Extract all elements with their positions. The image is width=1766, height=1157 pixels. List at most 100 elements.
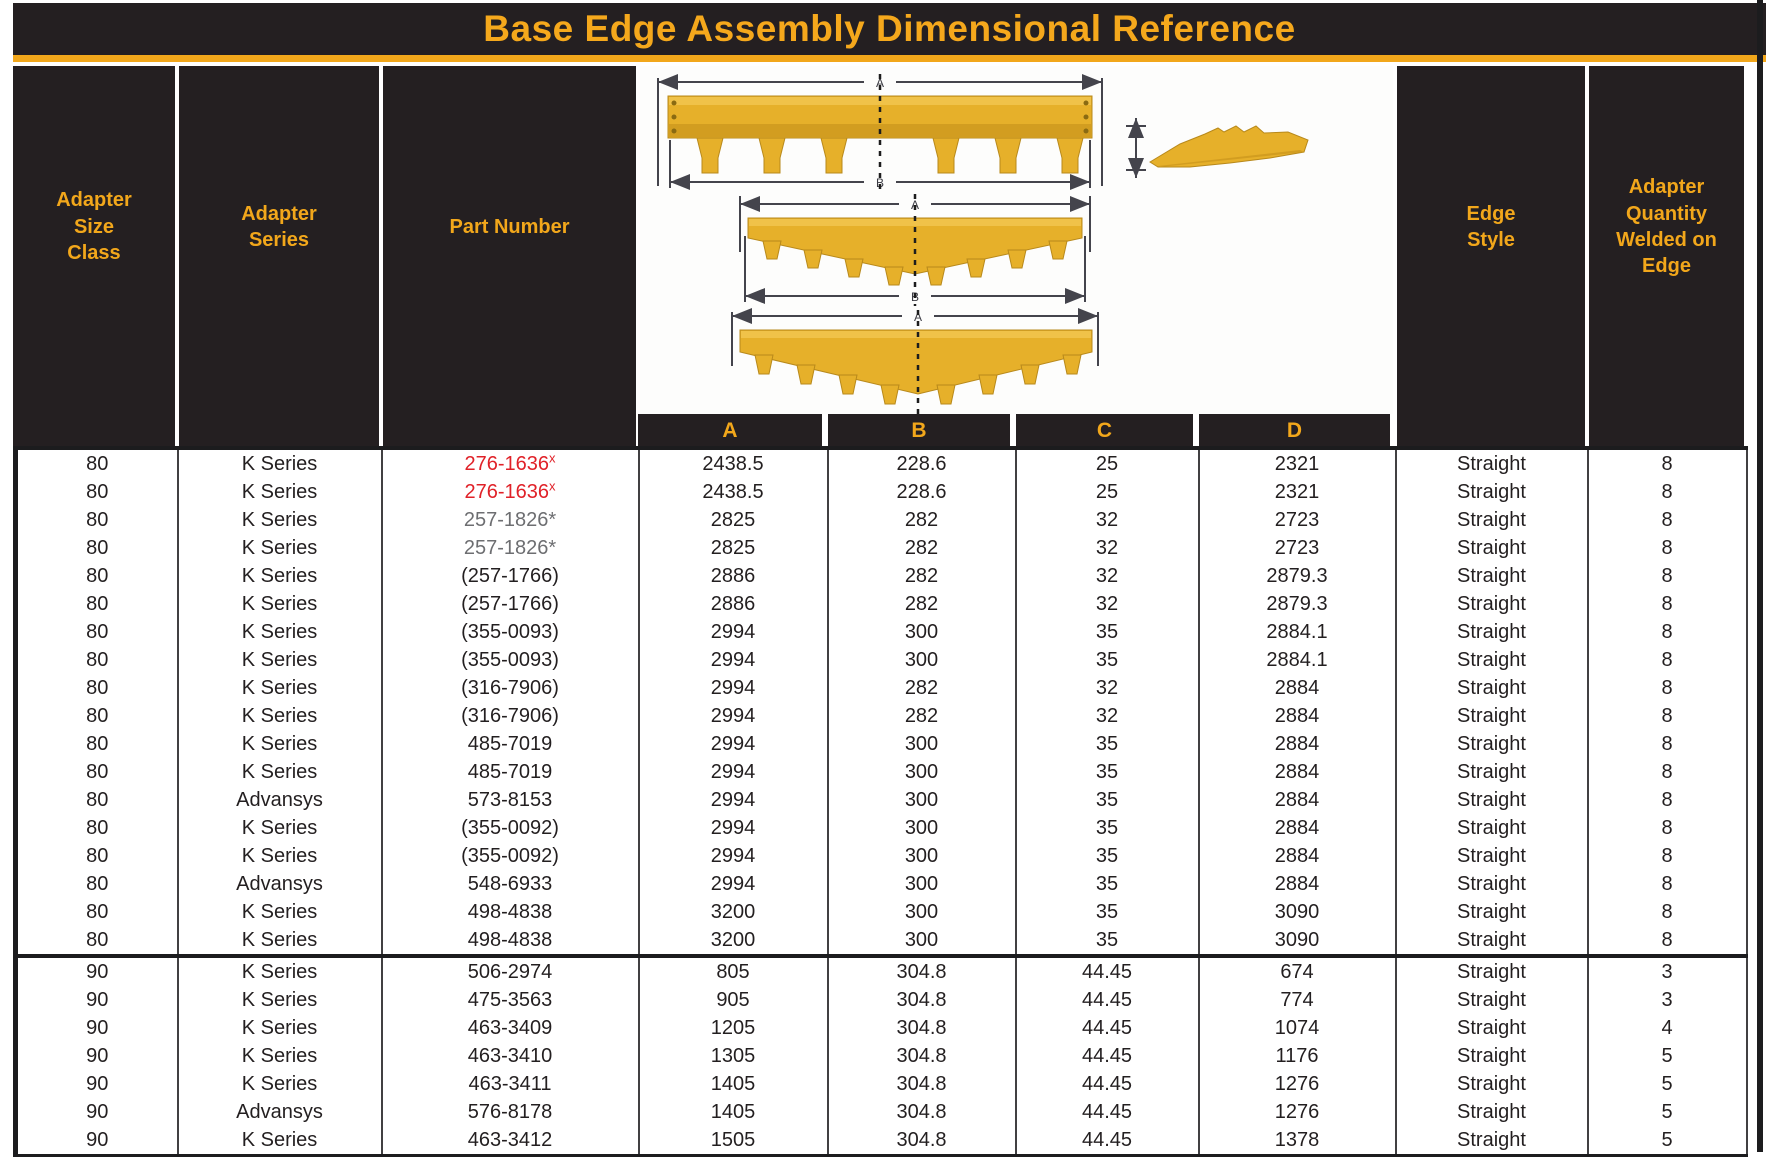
- cell-dim-b: 282: [826, 702, 1016, 730]
- cell-dim-a: 2994: [637, 646, 828, 674]
- table-row: 80 K Series (257-1766) 2886 282 32 2879.…: [13, 590, 1747, 618]
- cell-edge-style: Straight: [1394, 646, 1588, 674]
- cell-size-class: 80: [13, 618, 178, 646]
- cell-size-class: 90: [13, 954, 178, 986]
- cell-series: K Series: [176, 814, 382, 842]
- cell-edge-style: Straight: [1394, 814, 1588, 842]
- cell-dim-b: 300: [826, 646, 1016, 674]
- cell-series: K Series: [176, 702, 382, 730]
- column-header-size-class: Adapter Size Class: [13, 66, 175, 448]
- dim-label-d1-top: A: [876, 76, 884, 90]
- cell-qty: 4: [1586, 1014, 1747, 1042]
- table-row: 80 K Series (316-7906) 2994 282 32 2884 …: [13, 674, 1747, 702]
- cell-part-number: 475-3563: [380, 986, 639, 1014]
- cell-dim-b: 304.8: [826, 986, 1016, 1014]
- cell-dim-b: 300: [826, 786, 1016, 814]
- cell-series: K Series: [176, 1042, 382, 1070]
- cell-dim-d: 774: [1197, 986, 1396, 1014]
- cell-dim-a: 3200: [637, 898, 828, 926]
- cell-dim-a: 905: [637, 986, 828, 1014]
- cell-edge-style: Straight: [1394, 534, 1588, 562]
- cell-edge-style: Straight: [1394, 702, 1588, 730]
- cell-size-class: 80: [13, 758, 178, 786]
- table-row: 80 Advansys 548-6933 2994 300 35 2884 St…: [13, 870, 1747, 898]
- cell-part-number: 276-1636x: [380, 478, 639, 506]
- edge-assembly-diagram-panel: A B A: [640, 66, 1393, 414]
- cell-size-class: 90: [13, 1070, 178, 1098]
- table-row: 90 K Series 506-2974 805 304.8 44.45 674…: [13, 954, 1747, 986]
- cell-size-class: 80: [13, 562, 178, 590]
- cell-dim-a: 1505: [637, 1126, 828, 1156]
- cell-dim-b: 304.8: [826, 1042, 1016, 1070]
- cell-part-number: 463-3411: [380, 1070, 639, 1098]
- cell-series: K Series: [176, 448, 382, 478]
- cell-dim-c: 44.45: [1014, 1042, 1199, 1070]
- cell-series: K Series: [176, 562, 382, 590]
- cell-dim-b: 304.8: [826, 1014, 1016, 1042]
- cell-series: K Series: [176, 1014, 382, 1042]
- table-row: 90 K Series 463-3410 1305 304.8 44.45 11…: [13, 1042, 1747, 1070]
- cell-series: K Series: [176, 898, 382, 926]
- cell-series: Advansys: [176, 786, 382, 814]
- dim-column-header-d: D: [1199, 414, 1390, 448]
- cell-size-class: 90: [13, 1014, 178, 1042]
- table-row: 80 K Series 276-1636x 2438.5 228.6 25 23…: [13, 478, 1747, 506]
- column-header-edge-style: Edge Style: [1397, 66, 1585, 448]
- adapter-teeth-row-2: [762, 240, 1068, 286]
- adapter-teeth-row-3: [754, 354, 1082, 405]
- cell-dim-b: 228.6: [826, 448, 1016, 478]
- cell-dim-d: 3090: [1197, 898, 1396, 926]
- table-row: 90 Advansys 576-8178 1405 304.8 44.45 12…: [13, 1098, 1747, 1126]
- cell-dim-b: 282: [826, 590, 1016, 618]
- table-row: 80 K Series 498-4838 3200 300 35 3090 St…: [13, 898, 1747, 926]
- column-header-series: Adapter Series: [179, 66, 379, 448]
- cell-dim-a: 3200: [637, 926, 828, 956]
- cell-dim-b: 300: [826, 814, 1016, 842]
- dim-label-d3-top: A: [914, 310, 922, 324]
- cell-part-number: 463-3410: [380, 1042, 639, 1070]
- cell-dim-c: 32: [1014, 562, 1199, 590]
- cell-part-number: (316-7906): [380, 702, 639, 730]
- cell-part-number: 506-2974: [380, 954, 639, 986]
- cell-size-class: 90: [13, 986, 178, 1014]
- cell-dim-a: 1405: [637, 1070, 828, 1098]
- cell-qty: 8: [1586, 562, 1747, 590]
- cell-size-class: 80: [13, 674, 178, 702]
- cell-size-class: 80: [13, 590, 178, 618]
- cell-edge-style: Straight: [1394, 870, 1588, 898]
- cell-series: K Series: [176, 954, 382, 986]
- cell-dim-d: 2884: [1197, 814, 1396, 842]
- cell-dim-a: 2994: [637, 814, 828, 842]
- edge-assembly-diagram: A B A: [657, 74, 1309, 414]
- cell-part-number: 498-4838: [380, 898, 639, 926]
- cell-size-class: 80: [13, 478, 178, 506]
- cell-part-number: 257-1826*: [380, 506, 639, 534]
- dim-column-header-c: C: [1016, 414, 1193, 448]
- cell-dim-a: 2994: [637, 786, 828, 814]
- cell-dim-c: 35: [1014, 870, 1199, 898]
- cell-dim-b: 300: [826, 926, 1016, 956]
- cell-edge-style: Straight: [1394, 758, 1588, 786]
- cell-dim-b: 282: [826, 534, 1016, 562]
- cell-part-number: 276-1636x: [380, 448, 639, 478]
- cell-series: K Series: [176, 478, 382, 506]
- cell-qty: 5: [1586, 1098, 1747, 1126]
- cell-dim-a: 2994: [637, 730, 828, 758]
- cell-series: K Series: [176, 986, 382, 1014]
- cell-size-class: 80: [13, 814, 178, 842]
- cell-edge-style: Straight: [1394, 448, 1588, 478]
- page-edge-line: [1757, 0, 1763, 1152]
- cell-dim-d: 2723: [1197, 506, 1396, 534]
- table-row: 90 K Series 463-3409 1205 304.8 44.45 10…: [13, 1014, 1747, 1042]
- cell-dim-b: 300: [826, 618, 1016, 646]
- column-header-adapter-qty: Adapter Quantity Welded on Edge: [1589, 66, 1744, 448]
- cell-dim-d: 2884.1: [1197, 618, 1396, 646]
- cell-dim-c: 44.45: [1014, 954, 1199, 986]
- cell-size-class: 90: [13, 1126, 178, 1156]
- cell-dim-a: 2438.5: [637, 448, 828, 478]
- cell-dim-d: 2723: [1197, 534, 1396, 562]
- cell-dim-c: 32: [1014, 506, 1199, 534]
- cell-qty: 5: [1586, 1070, 1747, 1098]
- cell-dim-c: 35: [1014, 926, 1199, 956]
- cell-edge-style: Straight: [1394, 986, 1588, 1014]
